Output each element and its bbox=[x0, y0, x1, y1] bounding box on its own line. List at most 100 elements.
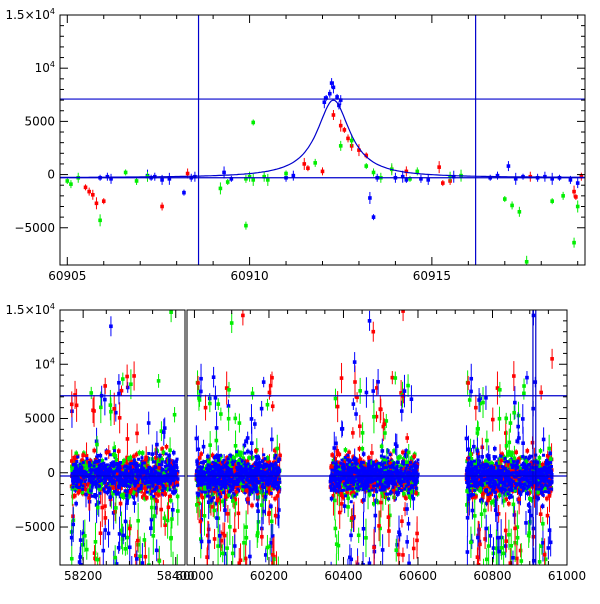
data-point bbox=[215, 439, 219, 443]
data-point bbox=[346, 137, 350, 141]
data-point bbox=[255, 478, 258, 481]
data-point bbox=[114, 506, 118, 510]
data-point bbox=[146, 491, 149, 494]
data-point bbox=[208, 485, 211, 488]
data-point bbox=[207, 540, 211, 544]
data-point bbox=[107, 486, 110, 489]
data-point bbox=[292, 174, 296, 178]
data-point bbox=[260, 470, 263, 473]
data-point bbox=[518, 210, 522, 214]
data-point bbox=[74, 502, 78, 506]
data-point bbox=[204, 491, 207, 494]
data-point bbox=[168, 448, 172, 452]
x-tick-label: 60905 bbox=[48, 269, 86, 283]
data-point bbox=[78, 463, 81, 466]
data-point bbox=[176, 458, 179, 461]
data-point bbox=[264, 457, 267, 460]
data-point bbox=[176, 466, 179, 469]
x-tick-label: 60910 bbox=[230, 269, 268, 283]
data-point bbox=[405, 178, 409, 182]
data-point bbox=[240, 466, 243, 469]
data-point bbox=[160, 463, 163, 466]
data-point bbox=[200, 461, 203, 464]
data-point bbox=[81, 543, 85, 547]
data-point bbox=[72, 456, 76, 460]
data-point bbox=[199, 520, 203, 524]
data-point bbox=[343, 128, 347, 132]
model-curve bbox=[60, 100, 585, 177]
data-point bbox=[165, 445, 169, 449]
data-point bbox=[116, 476, 119, 479]
data-point bbox=[167, 505, 171, 509]
plot-frame bbox=[60, 15, 585, 265]
data-point bbox=[103, 384, 107, 388]
data-point bbox=[89, 464, 92, 467]
data-point bbox=[107, 471, 110, 474]
data-point bbox=[137, 478, 140, 481]
data-point bbox=[235, 450, 238, 453]
data-point bbox=[169, 488, 172, 491]
data-point bbox=[126, 437, 130, 441]
data-point bbox=[96, 482, 99, 485]
data-point bbox=[157, 472, 160, 475]
data-point bbox=[572, 241, 576, 245]
data-point bbox=[201, 496, 205, 500]
data-point bbox=[119, 502, 123, 506]
data-point bbox=[102, 462, 105, 465]
data-point bbox=[204, 406, 208, 410]
data-point bbox=[118, 482, 121, 485]
data-point bbox=[88, 476, 91, 479]
data-point bbox=[215, 516, 219, 520]
data-point bbox=[269, 504, 273, 508]
data-point bbox=[83, 476, 86, 479]
data-point bbox=[270, 462, 273, 465]
data-point bbox=[95, 443, 99, 447]
data-point bbox=[266, 178, 270, 182]
data-point bbox=[155, 549, 159, 553]
data-point bbox=[76, 456, 79, 459]
data-point bbox=[158, 559, 162, 563]
data-point bbox=[72, 463, 75, 466]
data-point bbox=[98, 219, 102, 223]
data-point bbox=[155, 499, 159, 503]
data-point bbox=[157, 493, 161, 497]
data-point bbox=[186, 172, 190, 176]
data-point bbox=[121, 471, 124, 474]
data-point bbox=[195, 437, 199, 441]
y-tick-label: 1.5×104 bbox=[5, 7, 55, 22]
data-point bbox=[226, 512, 230, 516]
data-point bbox=[234, 483, 237, 486]
data-point bbox=[139, 487, 142, 490]
data-point bbox=[202, 445, 206, 449]
data-point bbox=[248, 555, 252, 559]
data-point bbox=[218, 493, 221, 496]
data-point bbox=[124, 171, 128, 175]
data-point bbox=[200, 466, 203, 469]
data-point bbox=[172, 461, 175, 464]
data-point bbox=[141, 469, 144, 472]
data-point bbox=[217, 459, 220, 462]
data-point bbox=[227, 457, 230, 460]
data-point bbox=[163, 516, 167, 520]
data-point bbox=[218, 534, 222, 538]
data-point bbox=[271, 404, 275, 408]
data-point bbox=[126, 484, 129, 487]
data-point bbox=[136, 519, 140, 523]
data-point bbox=[213, 537, 217, 541]
data-point bbox=[169, 482, 172, 485]
data-point bbox=[163, 523, 167, 527]
data-point bbox=[92, 449, 96, 453]
data-point bbox=[260, 535, 264, 539]
data-point bbox=[207, 463, 210, 466]
data-point bbox=[251, 478, 254, 481]
data-point bbox=[246, 497, 250, 501]
data-point bbox=[132, 480, 135, 483]
data-point bbox=[205, 467, 208, 470]
data-point bbox=[264, 495, 268, 499]
data-point bbox=[133, 458, 136, 461]
data-point bbox=[225, 546, 229, 550]
data-point bbox=[233, 529, 237, 533]
data-point bbox=[196, 381, 200, 385]
data-point bbox=[525, 260, 529, 264]
data-point bbox=[321, 170, 325, 174]
